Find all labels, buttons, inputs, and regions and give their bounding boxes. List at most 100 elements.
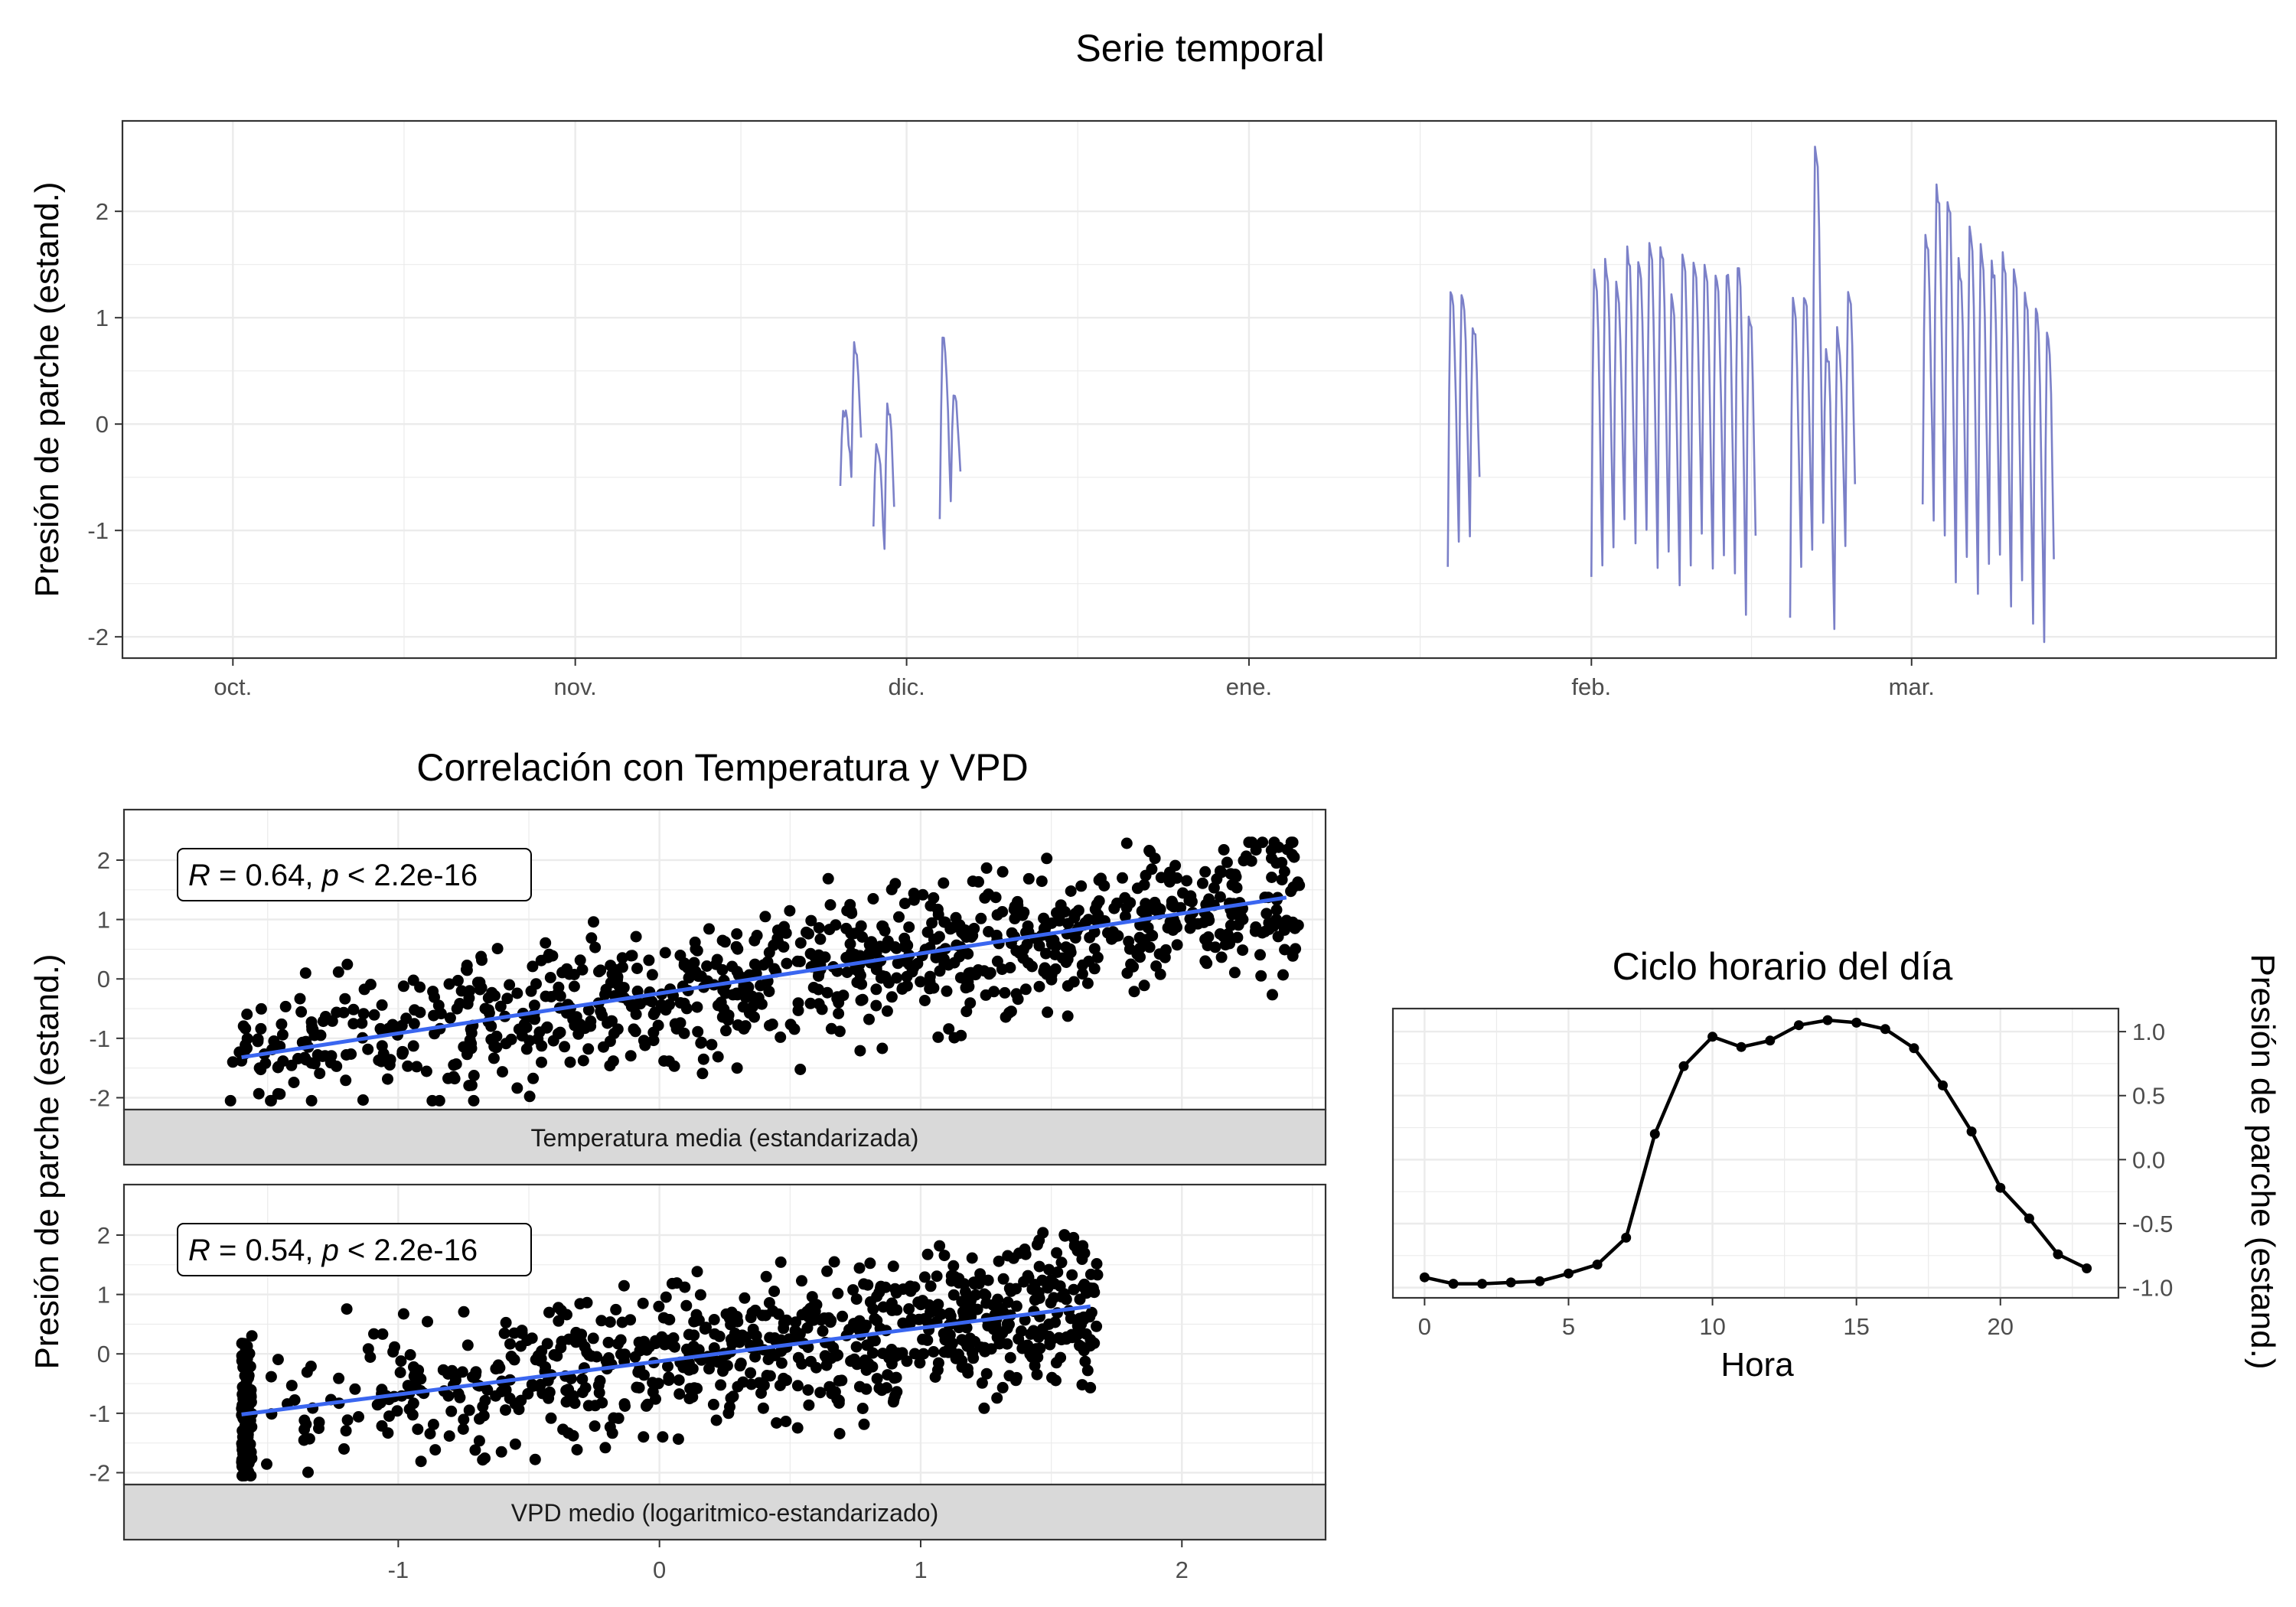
scatter-point: [1041, 852, 1053, 865]
hourly-point: [1736, 1041, 1746, 1052]
scatter-point: [274, 1088, 286, 1100]
scatter-point: [703, 1363, 715, 1375]
scatter-point: [443, 978, 455, 990]
scatter-point: [567, 1013, 579, 1025]
scatter-point: [1108, 931, 1120, 943]
facet-vpd-strip-label: VPD medio (logaritmico-estandarizado): [511, 1499, 938, 1527]
scatter-point: [477, 1400, 489, 1413]
annotation-p-symbol: p: [321, 859, 339, 892]
correlation-y-label: Presión de parche (estand.): [28, 954, 66, 1370]
scatter-point: [1263, 917, 1275, 929]
scatter-point: [340, 1074, 352, 1087]
scatter-point: [333, 1372, 345, 1384]
scatter-point: [962, 976, 974, 988]
scatter-point: [824, 899, 837, 911]
scatter-point: [1010, 988, 1022, 1000]
scatter-point: [947, 1289, 960, 1301]
scatter-point: [534, 1378, 546, 1390]
hourly-point: [1909, 1043, 1919, 1054]
scatter-point: [745, 1367, 757, 1379]
scatter-point: [1013, 1333, 1025, 1345]
scatter-point: [692, 1025, 704, 1038]
scatter-point: [672, 1433, 684, 1446]
scatter-point: [1021, 938, 1033, 950]
scatter-point: [944, 1310, 957, 1322]
scatter-point: [712, 1051, 724, 1063]
hourly-y-label: Presión de parche (estand.): [2244, 954, 2281, 1370]
scatter-point: [833, 1008, 845, 1019]
scatter-point: [803, 1311, 815, 1323]
scatter-point: [568, 980, 580, 993]
scatter-point: [1255, 970, 1267, 982]
scatter-point: [724, 1400, 735, 1413]
scatter-point: [847, 1284, 859, 1296]
scatter-point: [745, 1312, 757, 1324]
scatter-point: [500, 1316, 512, 1328]
scatter-point: [749, 1351, 762, 1363]
scatter-point: [265, 1371, 277, 1383]
scatter-point: [854, 970, 866, 982]
scatter-point: [1093, 874, 1105, 886]
scatter-point: [295, 1006, 308, 1018]
scatter-point: [784, 1019, 797, 1031]
scatter-point: [238, 1361, 250, 1374]
scatter-point: [993, 1255, 1005, 1267]
scatter-point: [504, 1392, 516, 1404]
scatter-point: [543, 1306, 555, 1319]
scatter-point: [899, 955, 911, 967]
scatter-point: [1150, 960, 1163, 972]
scatter-point: [1084, 1282, 1097, 1294]
scatter-point: [991, 909, 1003, 921]
scatter-point: [780, 927, 792, 939]
scatter-point: [422, 1315, 433, 1328]
scatter-point: [1181, 875, 1193, 887]
timeseries-line-segment: [1789, 145, 1857, 631]
scatter-point: [612, 1412, 625, 1424]
annotation-r-symbol: R: [188, 859, 210, 892]
scatter-point: [691, 1266, 703, 1278]
scatter-point: [1237, 944, 1249, 957]
scatter-point: [885, 991, 898, 1003]
scatter-point: [599, 989, 611, 1001]
scatter-point: [1166, 899, 1178, 911]
scatter-point: [243, 1449, 256, 1462]
scatter-point: [236, 1469, 249, 1482]
scatter-point: [854, 1045, 866, 1057]
scatter-point: [490, 1390, 502, 1402]
scatter-point: [663, 1371, 675, 1384]
scatter-point: [917, 888, 929, 901]
scatter-point: [1169, 859, 1182, 872]
annotation-r-value: = 0.64,: [210, 859, 322, 892]
scatter-point: [610, 1303, 622, 1315]
scatter-point: [383, 1022, 394, 1035]
scatter-point: [311, 1049, 324, 1061]
scatter-point: [397, 1308, 409, 1320]
scatter-point: [368, 1328, 380, 1340]
scatter-point: [553, 981, 565, 993]
scatter-point: [243, 1387, 256, 1400]
scatter-point: [545, 1412, 557, 1424]
scatter-point: [748, 1011, 760, 1023]
scatter-point: [772, 936, 784, 948]
scatter-point: [806, 1291, 818, 1303]
scatter-point: [688, 1329, 700, 1341]
scatter-point: [914, 1357, 926, 1369]
scatter-point: [1088, 943, 1101, 955]
scatter-point: [255, 1022, 267, 1035]
hourly-y-ticks: -1.0 -0.5 0.0 0.5 1.0: [2118, 1019, 2173, 1302]
scatter-point: [781, 1374, 792, 1387]
scatter-point: [1013, 947, 1026, 959]
scatter-point: [870, 983, 882, 996]
scatter-point: [500, 1038, 512, 1050]
hourly-point: [1505, 1277, 1516, 1288]
scatter-point: [1034, 1342, 1046, 1354]
scatter-point: [775, 1345, 788, 1358]
facet-vpd-annotation-text: R = 0.54, p < 2.2e-16: [188, 1234, 478, 1267]
scatter-point: [1146, 929, 1158, 941]
scatter-point: [1287, 916, 1299, 928]
scatter-point: [1069, 932, 1081, 944]
scatter-point: [928, 1346, 940, 1358]
scatter-point: [794, 937, 807, 949]
scatter-point: [947, 1260, 960, 1272]
timeseries-series: [839, 145, 2055, 644]
